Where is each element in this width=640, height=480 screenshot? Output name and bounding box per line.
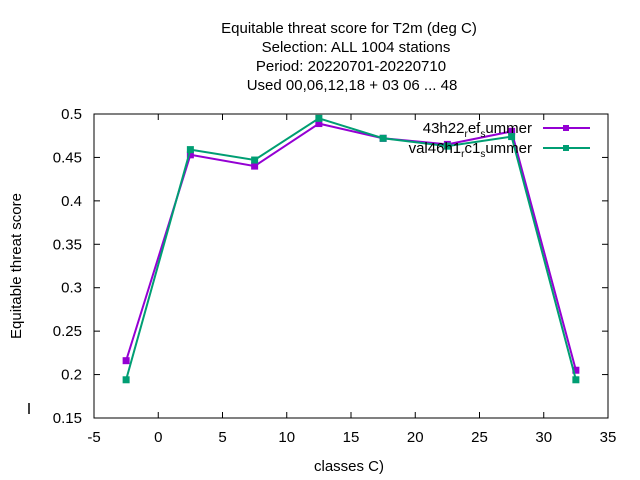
y-tick-label: 0.4 (61, 193, 82, 210)
y-axis-ticks: 0.15 0.2 0.25 0.3 0.35 0.4 0.45 0.5 (53, 106, 608, 427)
data-point-series-1 (186, 151, 194, 159)
title-line-3: Period: 20220701-20220710 (256, 58, 446, 75)
x-tick-label: 10 (278, 429, 295, 446)
x-tick-label: 25 (471, 429, 488, 446)
y-tick-label: 0.25 (53, 323, 82, 340)
x-tick-label: 35 (600, 429, 617, 446)
y-tick-label: 0.35 (53, 236, 82, 253)
title-line-4: Used 00,06,12,18 + 03 06 ... 48 (247, 77, 458, 94)
x-axis-label: classes C) (314, 458, 384, 475)
y-tick-label: 0.3 (61, 280, 82, 297)
series-line-2 (125, 117, 577, 381)
data-point-series-2 (508, 133, 516, 141)
legend-label-series-1: 43h22refsummer (423, 120, 532, 140)
x-tick-label: 20 (407, 429, 424, 446)
y-tick-label: 0.2 (61, 367, 82, 384)
data-point-series-1 (251, 162, 259, 170)
series-line-1 (125, 122, 577, 371)
data-point-series-1 (122, 357, 130, 365)
x-tick-label: 30 (535, 429, 552, 446)
x-tick-label: -5 (87, 429, 100, 446)
x-axis-ticks: -5 0 5 10 15 20 25 30 35 (87, 114, 616, 446)
legend-marker-series-1 (563, 125, 569, 131)
legend-label-series-2: val46h1rc1summer (409, 140, 532, 160)
data-point-series-2 (186, 146, 194, 154)
legend-marker-series-2 (563, 145, 569, 151)
data-point-series-1 (315, 120, 323, 128)
x-tick-label: 5 (218, 429, 226, 446)
y-tick-label: 0.5 (61, 106, 82, 123)
data-point-series-2 (251, 156, 259, 164)
legend: 43h22refsummer val46h1rc1summer (409, 120, 590, 160)
series-layer (122, 114, 580, 384)
x-tick-label: 0 (154, 429, 162, 446)
data-point-series-2 (443, 142, 451, 150)
data-point-series-2 (315, 114, 323, 122)
plot-frame (93, 113, 609, 419)
y-tick-label: 0.15 (53, 410, 82, 427)
title-line-2: Selection: ALL 1004 stations (262, 39, 451, 56)
y-tick-label: 0.45 (53, 149, 82, 166)
data-point-series-2 (122, 376, 130, 384)
data-point-series-1 (508, 127, 516, 135)
data-point-series-2 (572, 376, 580, 384)
chart-title: Equitable threat score for T2m (deg C) S… (221, 20, 477, 94)
title-line-1: Equitable threat score for T2m (deg C) (221, 20, 477, 37)
x-tick-label: 15 (343, 429, 360, 446)
data-point-series-2 (379, 134, 387, 142)
y-axis-label: Equitable threat score (8, 193, 25, 339)
data-point-series-1 (572, 366, 580, 374)
